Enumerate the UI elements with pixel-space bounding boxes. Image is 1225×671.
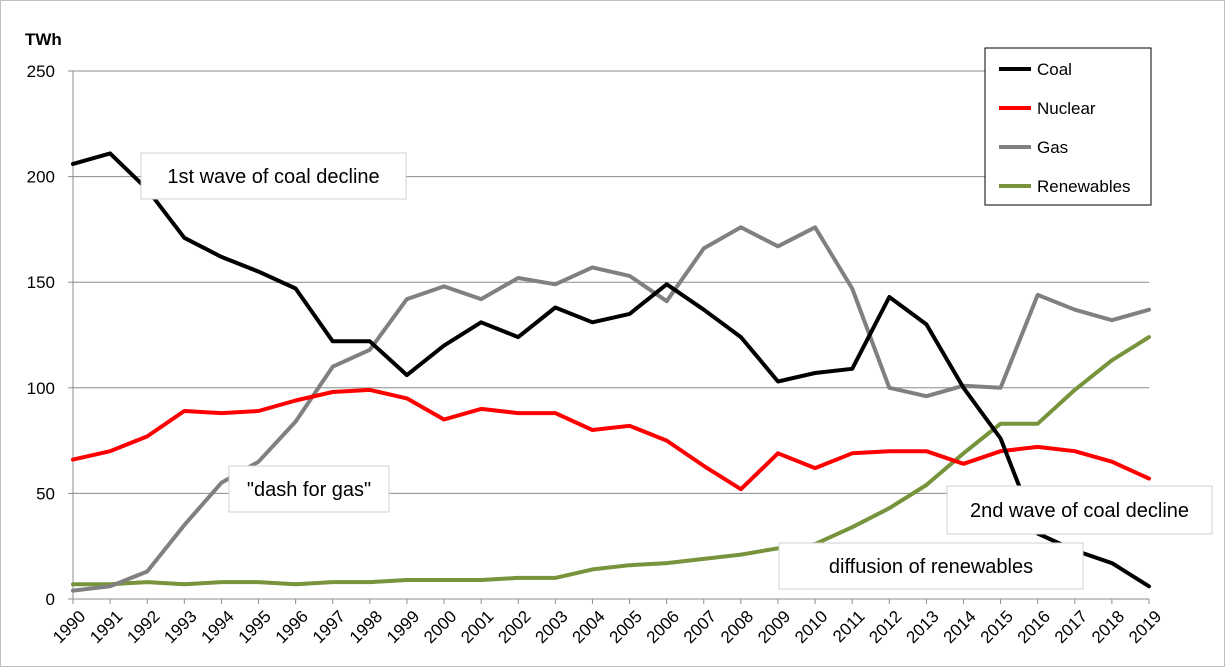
x-tick-label-2012: 2012	[865, 607, 905, 647]
annotation-box	[778, 542, 1084, 590]
x-tick-label-1998: 1998	[346, 607, 386, 647]
x-tick-label-1990: 1990	[49, 607, 89, 647]
x-tick-label-2009: 2009	[754, 607, 794, 647]
x-tick-label-2002: 2002	[494, 607, 534, 647]
y-tick-label-250: 250	[27, 62, 55, 81]
legend-box	[984, 47, 1152, 206]
x-tick-label-1992: 1992	[123, 607, 163, 647]
x-tick-label-2006: 2006	[643, 607, 683, 647]
x-tick-label-2001: 2001	[457, 607, 497, 647]
legend-item-nuclear: Nuclear	[999, 99, 1096, 118]
legend: Coal Nuclear Gas Renewables	[984, 47, 1152, 206]
annotation-renewables-diffusion: diffusion of renewables	[778, 542, 1084, 590]
annotation-text: "dash for gas"	[247, 479, 371, 501]
x-tick-label-1996: 1996	[272, 607, 312, 647]
x-tick-label-2017: 2017	[1051, 607, 1091, 647]
annotation-box	[140, 152, 407, 200]
x-tick-label-2004: 2004	[569, 607, 609, 647]
annotation-dash-for-gas: "dash for gas"	[228, 465, 390, 513]
x-tick-label-2016: 2016	[1014, 607, 1054, 647]
legend-label: Gas	[1037, 138, 1068, 157]
annotation-box	[228, 465, 390, 513]
y-axis-unit-label: TWh	[25, 30, 62, 49]
x-tick-label-2018: 2018	[1088, 607, 1128, 647]
series-line-gas	[71, 225, 1151, 593]
x-tick-label-2008: 2008	[717, 607, 757, 647]
legend-label: Renewables	[1037, 177, 1131, 196]
y-tick-label-200: 200	[27, 168, 55, 187]
x-tick-label-1995: 1995	[235, 607, 275, 647]
x-tick-label-1997: 1997	[309, 607, 349, 647]
legend-item-coal: Coal	[999, 60, 1072, 79]
annotation-box	[946, 485, 1213, 535]
y-tick-label-100: 100	[27, 379, 55, 398]
x-tick-label-2000: 2000	[420, 607, 460, 647]
legend-label: Coal	[1037, 60, 1072, 79]
x-tick-label-2013: 2013	[903, 607, 943, 647]
series-line-nuclear	[71, 387, 1151, 492]
annotation-coal-wave-2: 2nd wave of coal decline	[946, 485, 1213, 535]
x-tick-label-1999: 1999	[383, 607, 423, 647]
y-tick-label-150: 150	[27, 273, 55, 292]
y-tick-label-50: 50	[36, 484, 55, 503]
annotation-text: 1st wave of coal decline	[167, 166, 379, 188]
annotation-text: diffusion of renewables	[829, 556, 1033, 578]
x-tick-label-2014: 2014	[940, 607, 980, 647]
series-line-coal	[71, 151, 1151, 589]
x-tick-label-2019: 2019	[1125, 607, 1165, 647]
legend-label: Nuclear	[1037, 99, 1096, 118]
x-tick-label-2011: 2011	[829, 607, 868, 646]
x-tick-label-2005: 2005	[606, 607, 646, 647]
legend-item-gas: Gas	[999, 138, 1068, 157]
annotation-coal-wave-1: 1st wave of coal decline	[140, 152, 407, 200]
annotation-text: 2nd wave of coal decline	[970, 500, 1189, 522]
x-tick-label-1994: 1994	[198, 607, 238, 647]
y-tick-label-0: 0	[46, 590, 55, 609]
x-tick-label-2010: 2010	[791, 607, 831, 647]
legend-item-renewables: Renewables	[999, 177, 1131, 196]
x-tick-label-2003: 2003	[531, 607, 571, 647]
x-tick-label-1991: 1991	[86, 607, 126, 647]
x-tick-label-1993: 1993	[160, 607, 200, 647]
x-tick-label-2007: 2007	[680, 607, 720, 647]
x-tick-label-2015: 2015	[977, 607, 1017, 647]
series-line-renewables	[71, 335, 1151, 587]
